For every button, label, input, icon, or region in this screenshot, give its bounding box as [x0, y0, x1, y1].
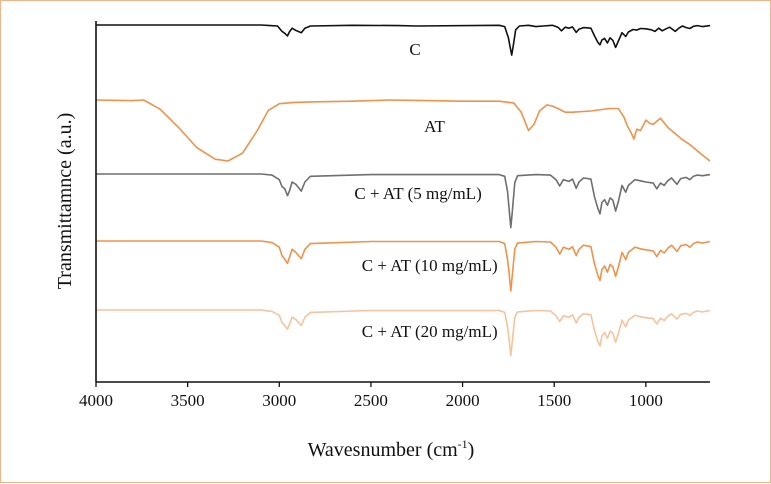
series-5mg-line [96, 173, 711, 229]
spectra-traces [95, 24, 711, 357]
x-tick-label: 3500 [171, 391, 205, 410]
x-axis-ticks: 4000 3500 3000 2500 2000 1500 1000 [79, 382, 663, 410]
x-tick-label: 2000 [446, 391, 480, 410]
series-labels: C AT C + AT (5 mg/mL) C + AT (10 mg/mL) C + … [354, 40, 497, 341]
y-axis-title: Transmittamnce (a.u.) [54, 113, 76, 289]
x-tick-label: 2500 [354, 391, 388, 410]
series-20mg-label: C + AT (20 mg/mL) [362, 322, 498, 341]
series-at-label: AT [424, 117, 445, 136]
x-tick-label: 4000 [79, 391, 113, 410]
series-c-line [96, 24, 711, 56]
series-at-line [95, 99, 711, 162]
x-axis-title: Wavesnumber (cm-1) [308, 437, 475, 461]
series-10mg-label: C + AT (10 mg/mL) [362, 256, 498, 275]
x-tick-label: 1000 [629, 391, 663, 410]
series-5mg-label: C + AT (5 mg/mL) [354, 184, 481, 203]
series-10mg-line [96, 240, 711, 292]
series-20mg-line [96, 309, 711, 357]
x-tick-label: 3000 [262, 391, 296, 410]
x-tick-label: 1500 [537, 391, 571, 410]
series-c-label: C [409, 40, 420, 59]
